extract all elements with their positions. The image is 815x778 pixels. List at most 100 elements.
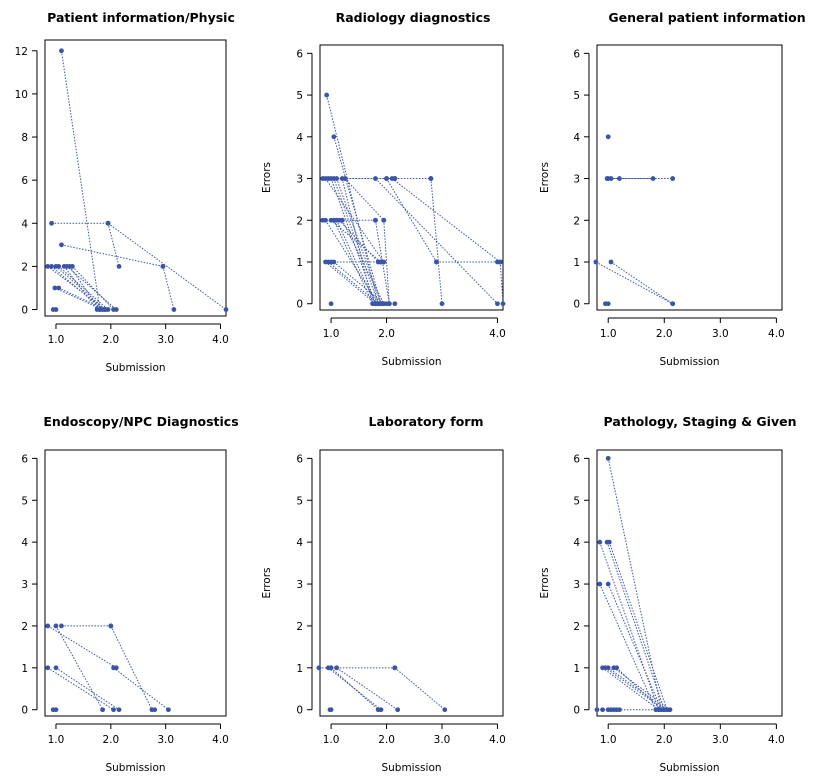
series-13 [600, 707, 622, 713]
x-tick-label: 2.0 [102, 334, 119, 346]
series-15 [53, 307, 59, 312]
plot-frame [596, 449, 783, 717]
data-point [608, 176, 614, 181]
series-2 [49, 220, 111, 226]
data-point [108, 623, 114, 629]
series-line [341, 220, 385, 304]
series-line [608, 541, 668, 710]
plot-frame [44, 449, 227, 717]
plot-frame [319, 44, 504, 311]
series-line [327, 261, 379, 305]
x-tick-label: 1.0 [600, 734, 617, 746]
series-6 [327, 707, 334, 713]
x-tick-label: 4.0 [768, 734, 785, 746]
series-3 [59, 623, 114, 629]
plot-frame [596, 44, 783, 311]
series-line [58, 287, 106, 310]
series-line [110, 625, 153, 710]
y-tick-label: 1 [21, 663, 28, 675]
series-line [60, 50, 101, 310]
x-tick-label: 1.0 [48, 334, 65, 346]
series-line [391, 178, 501, 263]
series-4 [617, 176, 622, 181]
y-tick-label: 2 [573, 621, 580, 633]
x-tick-label: 3.0 [712, 734, 729, 746]
series-26 [328, 259, 384, 265]
data-point [324, 92, 330, 98]
series-line [375, 178, 498, 305]
series-4 [59, 242, 166, 269]
data-point [56, 285, 62, 291]
y-tick-label: 5 [21, 495, 28, 507]
series-line [341, 178, 374, 304]
data-point [166, 707, 171, 713]
x-tick-label: 2.0 [378, 328, 395, 340]
series-5 [597, 581, 659, 713]
series-line [333, 261, 385, 305]
x-tick-label: 4.0 [212, 734, 229, 746]
panel-4: Endoscopy/NPC Diagnostics 0 1 2 3 4 5 6 1.0 2.0 3.… [21, 414, 238, 774]
series-line [607, 458, 662, 710]
series-3 [105, 220, 229, 312]
y-tick-label: 2 [21, 261, 28, 273]
data-point [614, 665, 620, 671]
series-7 [600, 665, 662, 713]
series-line [55, 667, 120, 711]
series-10 [328, 176, 378, 307]
data-point [334, 665, 340, 671]
series-line [595, 261, 673, 305]
series-line [325, 178, 385, 263]
series-9 [56, 264, 111, 312]
data-point [389, 176, 395, 181]
data-point [49, 220, 54, 226]
series-5 [111, 665, 171, 713]
data-point [392, 301, 398, 307]
data-point [53, 665, 59, 671]
data-point [342, 176, 348, 181]
y-axis-label: Errors [261, 162, 273, 193]
y-tick-label: 4 [21, 218, 28, 230]
x-axis-label: Submission [105, 362, 165, 374]
data-point [105, 220, 111, 226]
y-tick-label: 0 [296, 705, 303, 717]
series-line [616, 667, 662, 711]
y-tick-label: 8 [21, 132, 28, 144]
y-tick-label: 4 [296, 132, 303, 144]
data-point [608, 259, 614, 265]
data-point [442, 707, 448, 713]
series-line [107, 223, 120, 267]
series-2 [53, 623, 105, 713]
data-point [45, 623, 51, 629]
y-tick-label: 3 [573, 174, 580, 186]
y-tick-label: 10 [15, 89, 28, 101]
y-axis-label: Errors [261, 567, 273, 598]
series-9 [434, 259, 500, 265]
data-point [597, 539, 603, 545]
data-point [667, 707, 673, 713]
data-point [116, 264, 122, 269]
panel-5: Laboratory form 0 1 2 3 4 5 6 1.0 2.0 3.0 4.0 Submis… [261, 414, 506, 774]
x-axis-label: Submission [381, 762, 441, 774]
data-point [378, 259, 384, 265]
data-point [331, 134, 337, 140]
data-point [45, 264, 51, 269]
series-6 [105, 220, 122, 269]
data-point [600, 707, 606, 713]
data-point [605, 301, 611, 307]
series-9 [50, 707, 59, 713]
series-line [333, 178, 379, 304]
series-32 [384, 301, 398, 307]
data-point [334, 176, 340, 181]
data-point [605, 581, 611, 587]
panel-title: Patient information/Physic [47, 10, 235, 25]
x-tick-label: 1.0 [323, 734, 340, 746]
series-line [383, 220, 390, 304]
data-point [59, 623, 64, 629]
data-point [373, 217, 378, 223]
data-point [49, 264, 54, 269]
series-25 [325, 259, 381, 307]
x-tick-label: 2.0 [656, 734, 673, 746]
series-line [386, 178, 437, 263]
series-6 [605, 581, 664, 713]
series-line [61, 244, 164, 267]
